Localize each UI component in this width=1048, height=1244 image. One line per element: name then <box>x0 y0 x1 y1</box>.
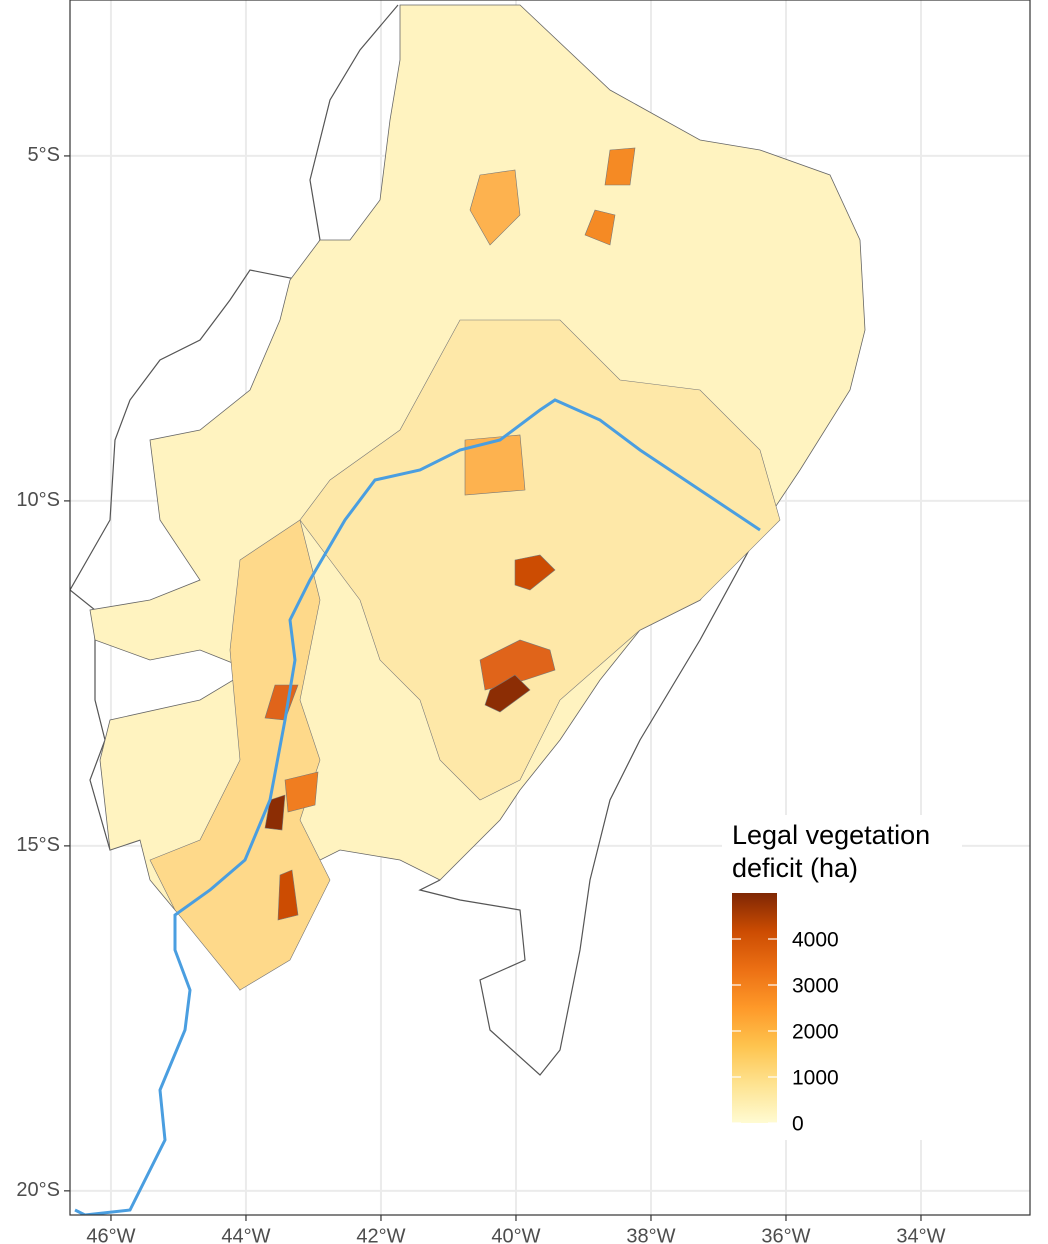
x-tick-label: 42°W <box>356 1225 405 1244</box>
x-tick-label: 46°W <box>86 1225 135 1244</box>
region <box>149 519 331 991</box>
x-tick-label: 36°W <box>761 1225 810 1244</box>
region-outline <box>70 239 321 851</box>
y-tick-label: 15°S <box>16 834 60 856</box>
river <box>74 398 761 1215</box>
region-outline <box>309 4 399 241</box>
y-tick-label: 10°S <box>16 489 60 511</box>
legend-title: Legal vegetation <box>732 820 930 850</box>
colorbar <box>732 893 777 1123</box>
region <box>284 771 319 813</box>
region <box>277 869 299 921</box>
legend-tick-label: 2000 <box>792 1021 839 1044</box>
region <box>464 434 526 496</box>
legend-tick-label: 4000 <box>792 929 839 952</box>
region <box>604 147 636 186</box>
region <box>584 209 616 246</box>
legend-tick-label: 0 <box>792 1113 804 1136</box>
legend-title: deficit (ha) <box>732 853 858 883</box>
region <box>479 639 556 691</box>
panel-border <box>69 0 1031 1216</box>
region <box>469 169 521 246</box>
x-tick-label: 40°W <box>491 1225 540 1244</box>
legend-tick-label: 3000 <box>792 975 839 998</box>
x-tick-label: 38°W <box>626 1225 675 1244</box>
region <box>514 554 556 591</box>
axes: 46°W 44°W 42°W 40°W 38°W 36°W 34°W 5°S 10°S 15°S 2… <box>16 144 945 1244</box>
region <box>484 674 531 713</box>
legend-tick-label: 1000 <box>792 1067 839 1090</box>
y-tick-label: 5°S <box>28 144 60 166</box>
y-tick-label: 20°S <box>16 1179 60 1201</box>
map-layer <box>70 4 866 1215</box>
x-tick-label: 44°W <box>221 1225 270 1244</box>
x-tick-label: 34°W <box>896 1225 945 1244</box>
